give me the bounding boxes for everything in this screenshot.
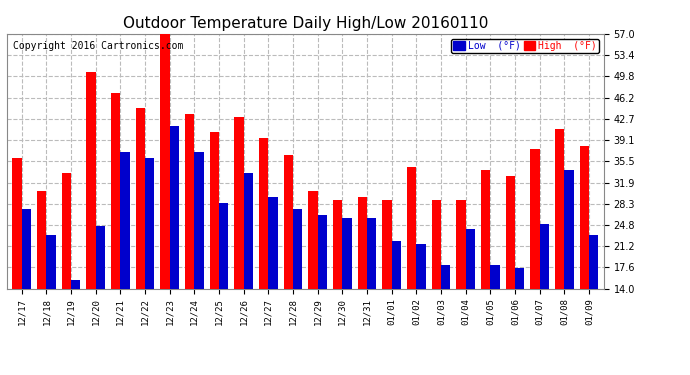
Bar (416, 244, 426, 372)
Bar (456, 200, 466, 372)
Bar (120, 152, 130, 372)
Bar (284, 155, 293, 372)
Bar (317, 214, 327, 372)
Bar (555, 129, 564, 372)
Bar (392, 241, 401, 372)
Bar (86, 72, 96, 372)
Bar (367, 217, 376, 372)
Legend: Low  (°F), High  (°F): Low (°F), High (°F) (451, 39, 599, 53)
Bar (530, 149, 540, 372)
Bar (540, 224, 549, 372)
Bar (185, 114, 195, 372)
Bar (170, 126, 179, 372)
Bar (580, 146, 589, 372)
Bar (61, 173, 71, 372)
Bar (441, 265, 451, 372)
Bar (160, 34, 170, 372)
Bar (37, 191, 46, 372)
Bar (145, 158, 155, 372)
Bar (481, 170, 491, 372)
Bar (564, 170, 573, 372)
Title: Outdoor Temperature Daily High/Low 20160110: Outdoor Temperature Daily High/Low 20160… (123, 16, 488, 31)
Text: Copyright 2016 Cartronics.com: Copyright 2016 Cartronics.com (13, 41, 184, 51)
Bar (506, 176, 515, 372)
Bar (268, 197, 277, 372)
Bar (46, 236, 56, 372)
Bar (136, 108, 145, 372)
Bar (111, 93, 120, 372)
Bar (333, 200, 342, 372)
Bar (357, 197, 367, 372)
Bar (21, 209, 31, 372)
Bar (342, 217, 352, 372)
Bar (12, 158, 21, 372)
Bar (432, 200, 441, 372)
Bar (259, 138, 268, 372)
Bar (235, 117, 244, 372)
Bar (589, 236, 598, 372)
Bar (210, 132, 219, 372)
Bar (293, 209, 302, 372)
Bar (308, 191, 317, 372)
Bar (244, 173, 253, 372)
Bar (219, 203, 228, 372)
Bar (382, 200, 392, 372)
Bar (466, 230, 475, 372)
Bar (515, 268, 524, 372)
Bar (491, 265, 500, 372)
Bar (195, 152, 204, 372)
Bar (96, 226, 105, 372)
Bar (71, 280, 81, 372)
Bar (407, 167, 416, 372)
